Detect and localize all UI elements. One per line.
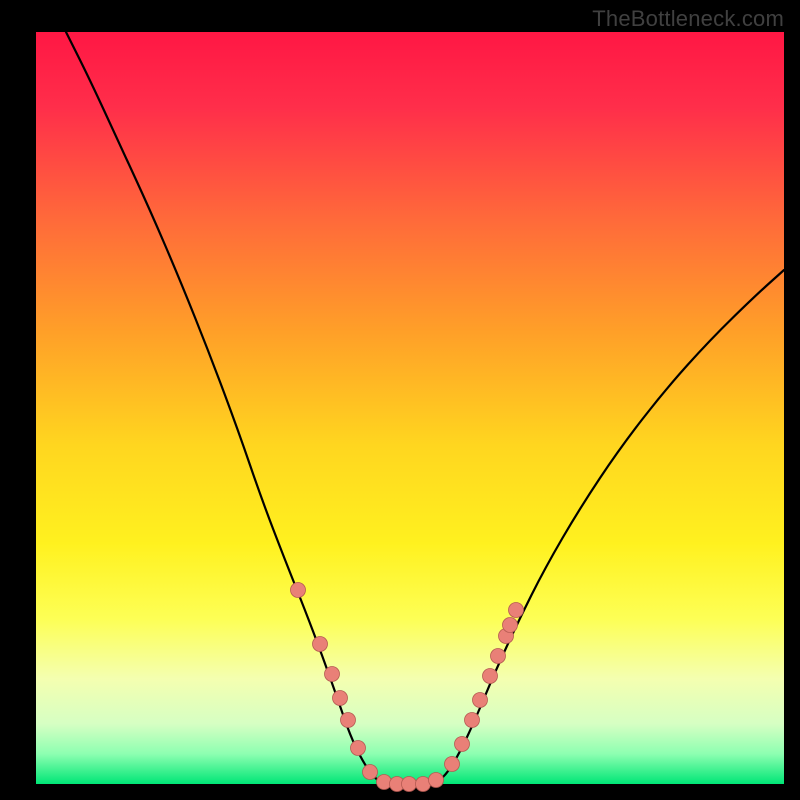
watermark-label: TheBottleneck.com <box>592 6 784 32</box>
plot-container: TheBottleneck.com <box>0 0 800 800</box>
data-marker <box>291 583 306 598</box>
chart-canvas <box>0 0 800 800</box>
data-marker <box>377 775 392 790</box>
data-marker <box>491 649 506 664</box>
data-marker <box>333 691 348 706</box>
data-marker <box>483 669 498 684</box>
data-marker <box>473 693 488 708</box>
data-marker <box>402 777 417 792</box>
data-marker <box>509 603 524 618</box>
data-marker <box>455 737 470 752</box>
data-marker <box>503 618 518 633</box>
data-marker <box>313 637 328 652</box>
data-marker <box>465 713 480 728</box>
data-marker <box>325 667 340 682</box>
data-marker <box>351 741 366 756</box>
data-marker <box>363 765 378 780</box>
plot-background <box>36 32 784 784</box>
data-marker <box>445 757 460 772</box>
data-marker <box>429 773 444 788</box>
data-marker <box>341 713 356 728</box>
